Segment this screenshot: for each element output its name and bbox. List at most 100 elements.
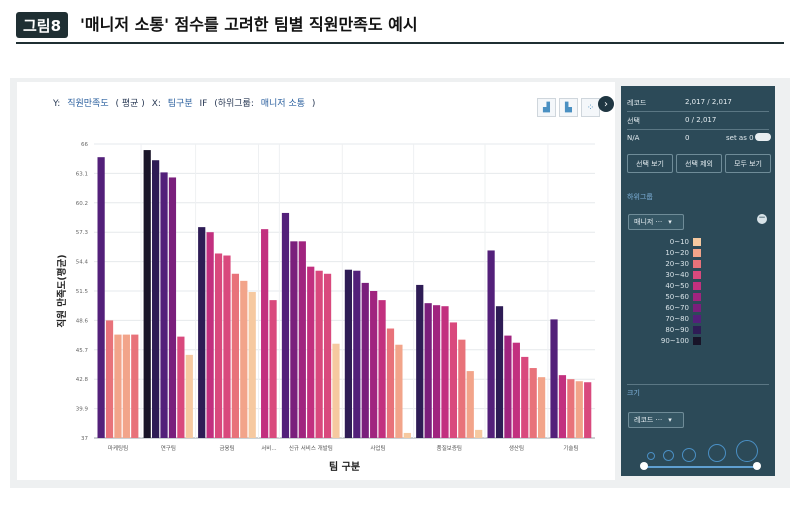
na-value: 0	[685, 134, 690, 142]
subgroup-close: )	[311, 99, 316, 109]
bar	[558, 375, 567, 438]
x-tick-label: 신규 서비스 개발팀	[289, 444, 333, 452]
bar	[403, 432, 411, 438]
x-tick-label: 기술팀	[563, 444, 578, 452]
legend-swatch	[693, 326, 701, 334]
divider	[627, 384, 769, 385]
show-all-button[interactable]: 모두 보기	[725, 154, 771, 173]
legend-item[interactable]: 50~60	[651, 293, 701, 301]
legend-item[interactable]: 40~50	[651, 282, 701, 290]
legend-item[interactable]: 70~80	[651, 315, 701, 323]
legend-item[interactable]: 80~90	[651, 326, 701, 334]
bar	[152, 160, 160, 438]
bar	[395, 344, 403, 438]
legend-swatch	[693, 337, 701, 345]
legend-label: 10~20	[665, 249, 689, 257]
bar	[521, 356, 529, 438]
bar	[529, 368, 537, 438]
bar	[185, 354, 193, 438]
slider-min-handle[interactable]	[640, 462, 648, 470]
bar	[122, 334, 130, 438]
view-switcher: ▟ ▙ ⁘	[537, 98, 600, 117]
legend-item[interactable]: 60~70	[651, 304, 701, 312]
legend-item[interactable]: 0~10	[651, 238, 701, 246]
size-circle-icon	[663, 450, 674, 461]
y-tick-label: 60.2	[76, 201, 88, 207]
bar	[231, 273, 239, 438]
x-tick-label: 연구팀	[161, 444, 176, 452]
legend-item[interactable]: 10~20	[651, 249, 701, 257]
bar	[466, 371, 474, 438]
bar	[332, 343, 340, 438]
bar	[458, 339, 466, 438]
x-tick-label: 사업팀	[370, 444, 385, 452]
bar	[160, 172, 168, 438]
x-tick-label: 생산팀	[509, 444, 524, 452]
y-prefix: Y:	[53, 99, 61, 109]
legend-swatch	[693, 304, 701, 312]
bar	[214, 253, 223, 438]
set-as-zero-toggle[interactable]	[755, 133, 771, 141]
subgroup-dropdown[interactable]: 매니저 ··· ▾	[628, 214, 684, 230]
subgroup-header: 하위그룹	[627, 193, 653, 201]
exclude-selection-button[interactable]: 선택 제외	[676, 154, 722, 173]
records-value: 2,017 / 2,017	[685, 98, 732, 106]
divider	[627, 129, 769, 130]
bar	[353, 270, 361, 438]
legend-swatch	[693, 249, 701, 257]
view-selection-button[interactable]: 선택 보기	[627, 154, 673, 173]
bar	[475, 429, 483, 438]
bar	[567, 379, 575, 438]
bar	[315, 270, 323, 438]
figure-badge: 그림8	[16, 12, 68, 38]
slider-max-handle[interactable]	[753, 462, 761, 470]
bar-chart-icon[interactable]: ▟	[537, 98, 556, 117]
legend-item[interactable]: 20~30	[651, 260, 701, 268]
chevron-right-icon[interactable]: ›	[598, 96, 614, 112]
size-circle-icon	[736, 440, 758, 462]
legend-swatch	[693, 238, 701, 246]
bar	[504, 335, 512, 438]
bar	[441, 306, 449, 438]
size-dropdown[interactable]: 레코드 ··· ▾	[628, 412, 684, 428]
bar	[550, 319, 558, 438]
y-tick-label: 63.1	[76, 171, 88, 177]
legend-item[interactable]: 30~40	[651, 271, 701, 279]
y-tick-label: 42.8	[76, 377, 89, 383]
legend-item[interactable]: 90~100	[651, 337, 701, 345]
y-metric-selector[interactable]: 직원만족도	[67, 99, 109, 109]
bar	[575, 381, 583, 438]
subgroup-dropdown-value: 매니저 ···	[634, 218, 663, 226]
figure-title: '매니저 소통' 점수를 고려한 팀별 직원만족도 예시	[80, 15, 418, 34]
bar	[512, 342, 520, 438]
legend-swatch	[693, 260, 701, 268]
bar	[432, 305, 441, 438]
legend-label: 90~100	[660, 337, 689, 345]
chevron-down-icon: ▾	[668, 218, 672, 226]
subgroup-selector[interactable]: 매니저 소통	[260, 99, 306, 109]
set-as-label: set as 0	[726, 134, 754, 142]
size-header: 크기	[627, 389, 640, 397]
bar	[269, 300, 277, 438]
y-tick-label: 48.6	[76, 318, 89, 324]
size-circle-icon	[708, 444, 726, 462]
legend-swatch	[693, 315, 701, 323]
y-aggregation-selector[interactable]: ( 평균 )	[115, 99, 145, 109]
bar	[370, 291, 378, 438]
x-tick-label: 서비...	[261, 444, 277, 452]
chevron-down-icon: ▾	[668, 416, 672, 424]
y-tick-label: 57.3	[76, 230, 89, 236]
size-range-slider[interactable]	[643, 466, 757, 468]
bar	[131, 334, 139, 438]
remove-icon[interactable]: −	[757, 213, 767, 224]
column-chart-icon[interactable]: ▙	[559, 98, 578, 117]
bar	[323, 273, 332, 438]
bar	[495, 306, 504, 438]
x-prefix: X:	[151, 99, 161, 109]
bar	[298, 241, 306, 438]
bar	[537, 377, 546, 438]
x-metric-selector[interactable]: 팀구분	[167, 99, 193, 109]
if-filter-button[interactable]: IF	[199, 99, 208, 109]
bar	[344, 269, 353, 438]
legend-label: 50~60	[665, 293, 689, 301]
